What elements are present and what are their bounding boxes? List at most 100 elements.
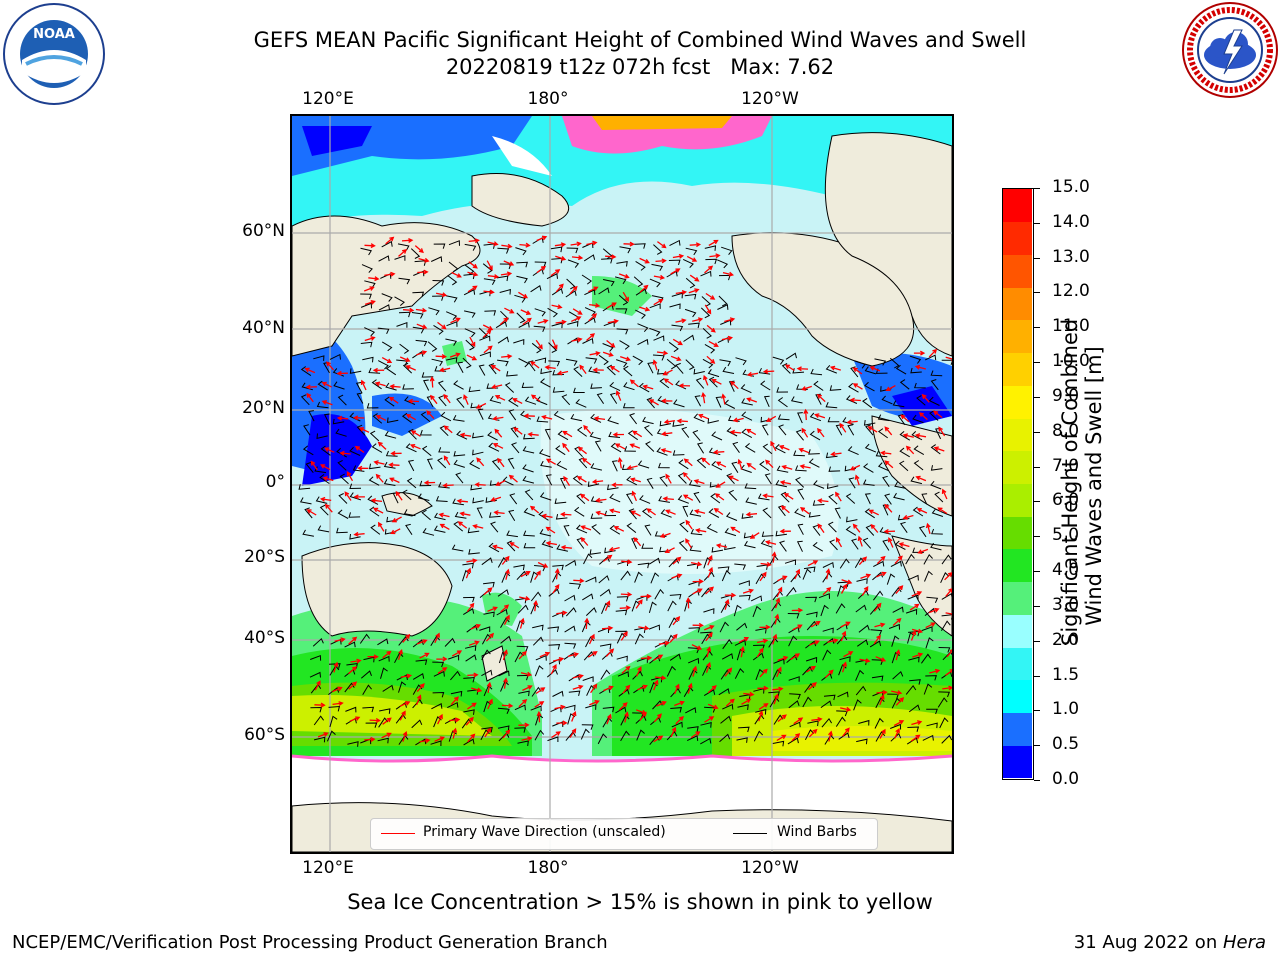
wind-barb bbox=[445, 295, 458, 303]
wave-direction-arrow bbox=[443, 455, 451, 466]
wind-barb bbox=[604, 547, 616, 554]
wind-barb bbox=[825, 452, 838, 459]
wind-barb bbox=[805, 596, 818, 603]
wind-barb bbox=[360, 341, 373, 348]
wave-direction-arrow bbox=[746, 397, 758, 403]
wind-barb bbox=[369, 506, 380, 517]
lat-label-20s: 20°S bbox=[244, 547, 285, 567]
wind-barb bbox=[370, 524, 381, 535]
wind-barb bbox=[540, 460, 552, 468]
wind-barb bbox=[643, 425, 653, 436]
wind-barb bbox=[914, 382, 926, 389]
wind-barb bbox=[777, 397, 788, 408]
wind-barb bbox=[673, 399, 685, 408]
wave-direction-arrow bbox=[500, 604, 510, 613]
wind-barb bbox=[504, 382, 515, 393]
wind-barb bbox=[822, 572, 833, 583]
wave-direction-arrow bbox=[621, 665, 631, 674]
wave-direction-arrow bbox=[554, 242, 567, 248]
wind-barb bbox=[421, 372, 434, 378]
wind-barb bbox=[313, 736, 326, 743]
colorbar-segment bbox=[1003, 254, 1032, 288]
wave-direction-arrow bbox=[374, 381, 386, 387]
wind-barb bbox=[547, 626, 560, 633]
wave-direction-arrow bbox=[375, 415, 387, 421]
wind-barb bbox=[823, 694, 836, 701]
colorbar-tick-label: 6.0 bbox=[1052, 490, 1080, 511]
wave-direction-arrow bbox=[817, 498, 829, 504]
wave-direction-arrow bbox=[774, 613, 780, 625]
wave-direction-arrow bbox=[808, 681, 817, 691]
wind-barb bbox=[483, 581, 495, 588]
wind-barb bbox=[865, 524, 875, 536]
wave-direction-arrow bbox=[635, 599, 643, 609]
wind-barb bbox=[564, 594, 576, 602]
wave-direction-arrow bbox=[691, 644, 703, 650]
wind-barb bbox=[564, 625, 576, 633]
wind-barb bbox=[530, 591, 542, 602]
wind-barb bbox=[565, 559, 577, 567]
wind-barb bbox=[660, 509, 672, 518]
colorbar-segment bbox=[1003, 614, 1032, 648]
wind-barb bbox=[420, 411, 431, 422]
wave-direction-arrow bbox=[344, 491, 352, 501]
wind-barb bbox=[383, 478, 396, 486]
wind-barb bbox=[862, 537, 872, 549]
wave-direction-arrow bbox=[423, 480, 436, 486]
wind-barb bbox=[556, 544, 569, 552]
wave-direction-arrow bbox=[468, 261, 478, 269]
wave-direction-arrow bbox=[539, 651, 551, 658]
wind-barb bbox=[596, 392, 605, 404]
colorbar-tick-mark bbox=[1034, 780, 1040, 781]
wind-barb bbox=[517, 740, 529, 747]
wind-barb bbox=[697, 442, 705, 454]
wave-direction-arrow bbox=[630, 510, 641, 517]
wind-barb bbox=[599, 643, 612, 650]
colorbar bbox=[1002, 188, 1034, 780]
wave-direction-arrow bbox=[492, 415, 504, 421]
wave-direction-arrow bbox=[390, 528, 401, 535]
wind-barb bbox=[552, 611, 564, 618]
wave-direction-arrow bbox=[682, 472, 691, 481]
wave-direction-arrow bbox=[910, 629, 917, 641]
wave-direction-arrow bbox=[591, 479, 604, 485]
wind-barb bbox=[781, 363, 791, 374]
wind-barb bbox=[925, 675, 937, 681]
wind-barb bbox=[479, 626, 491, 632]
colorbar-tick-label: 15.0 bbox=[1052, 177, 1090, 197]
wind-barb bbox=[457, 361, 464, 373]
wave-direction-arrow bbox=[880, 450, 892, 456]
wind-barb bbox=[371, 379, 382, 390]
wave-direction-arrow bbox=[914, 364, 926, 370]
wind-barb bbox=[688, 627, 701, 633]
colorbar-tick-label: 1.0 bbox=[1052, 699, 1080, 720]
wind-barb bbox=[534, 665, 544, 677]
wind-barb bbox=[622, 402, 635, 409]
wind-barb bbox=[656, 447, 668, 456]
wind-barb bbox=[313, 715, 325, 726]
wind-barb bbox=[899, 379, 910, 390]
wave-direction-arrow bbox=[770, 440, 777, 452]
wave-direction-arrow bbox=[758, 703, 769, 710]
wave-direction-arrow bbox=[910, 734, 921, 742]
wind-barb bbox=[812, 542, 824, 552]
wind-barb bbox=[497, 707, 510, 715]
wave-direction-arrow bbox=[509, 542, 520, 549]
wind-barb bbox=[576, 493, 586, 505]
wind-barb bbox=[335, 428, 347, 437]
wind-barb bbox=[349, 483, 362, 490]
wave-direction-arrow bbox=[503, 260, 515, 266]
wind-barb bbox=[547, 736, 559, 742]
wind-barb bbox=[412, 673, 425, 680]
wave-direction-arrow bbox=[520, 571, 531, 578]
wind-barb bbox=[628, 508, 637, 520]
wind-barb bbox=[637, 460, 650, 469]
wind-barb bbox=[607, 416, 619, 425]
footer-date: 31 Aug 2022 on Hera bbox=[1074, 932, 1266, 953]
wind-barb bbox=[941, 593, 952, 600]
wind-barb bbox=[524, 489, 534, 501]
wave-direction-arrow bbox=[706, 324, 716, 333]
wave-direction-arrow bbox=[536, 710, 542, 723]
wind-barb bbox=[794, 465, 807, 472]
wind-barb bbox=[862, 397, 873, 409]
